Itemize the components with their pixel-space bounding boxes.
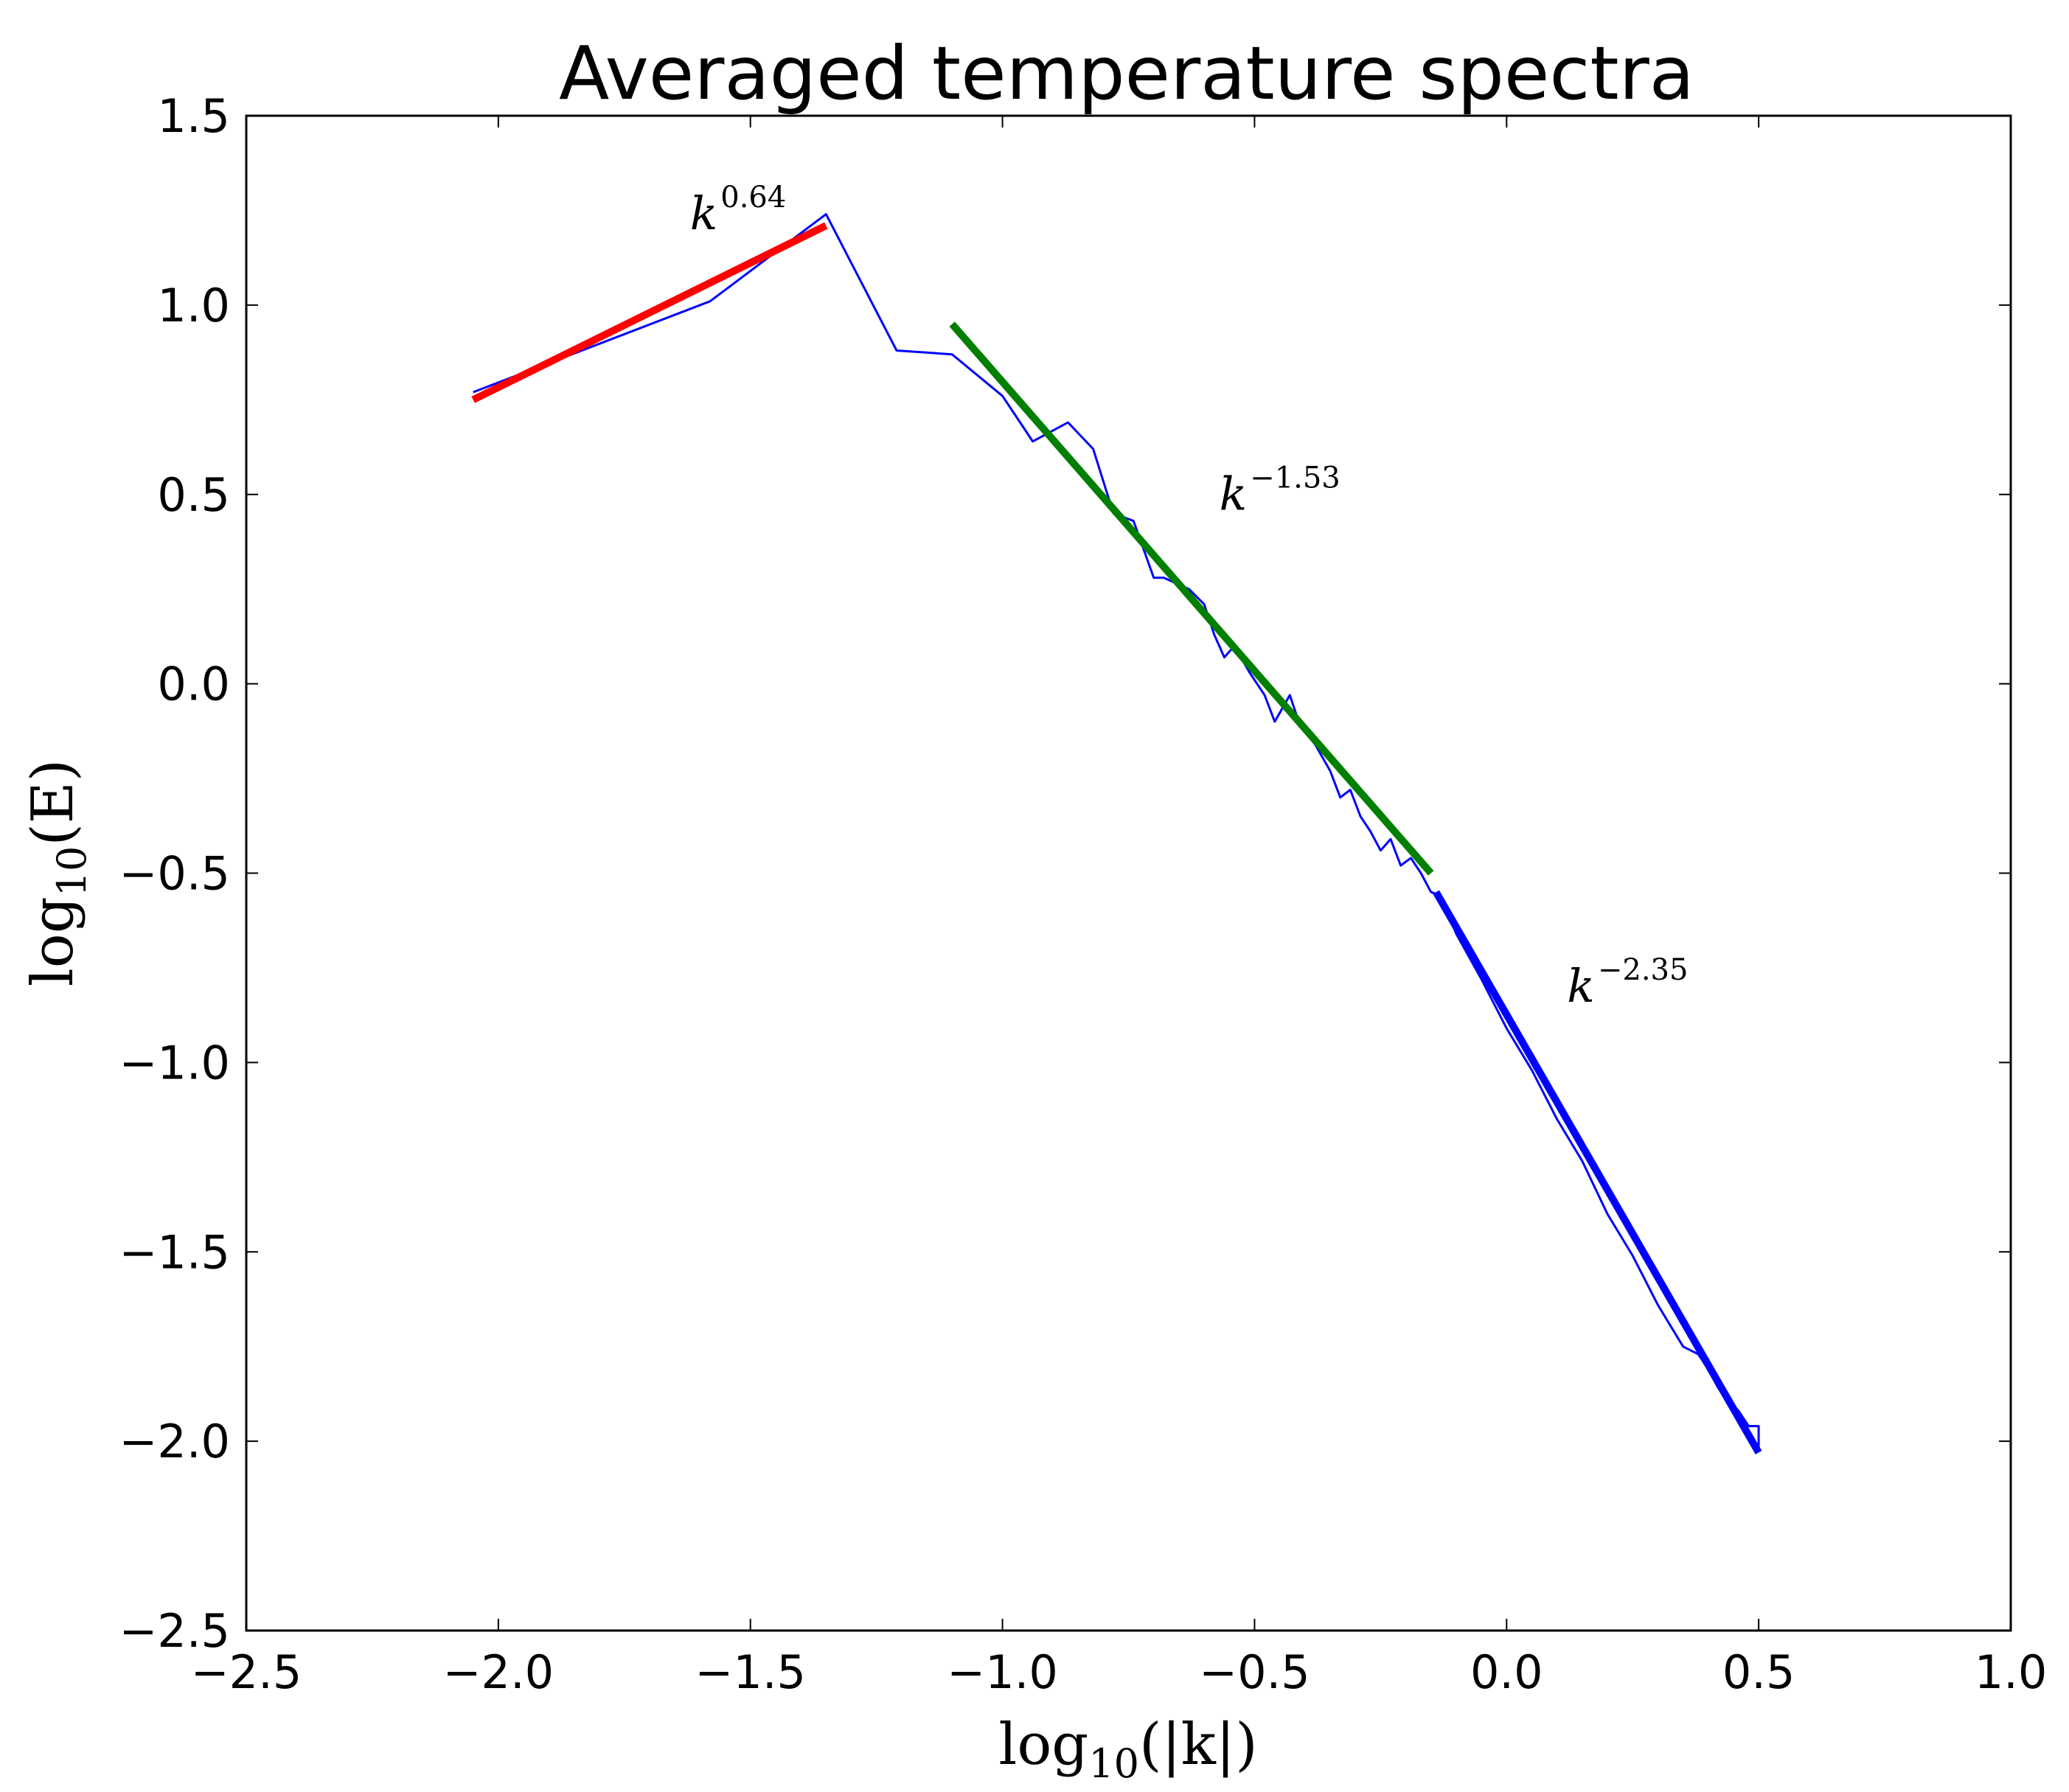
x-tick-label: 0.5: [1722, 1645, 1795, 1699]
series-layer: spectrumfit k^0.64fit k^-1.53fit k^-2.35: [471, 213, 1762, 1454]
y-tick-label: 1.0: [157, 279, 230, 332]
annotation-base: k: [690, 186, 718, 240]
series-line-1: fit k^0.64: [471, 222, 828, 403]
x-axis-label-subscript: 10: [1088, 1740, 1139, 1787]
y-tick-label: 1.5: [157, 89, 230, 143]
annotation-exponent: 0.64: [720, 181, 786, 215]
x-tick-label: −2.5: [191, 1645, 302, 1699]
y-axis-label: log10(E): [20, 759, 95, 986]
y-tick-label: −2.0: [119, 1415, 230, 1468]
x-axis-label-suffix: (|k|): [1139, 1712, 1258, 1778]
y-tick-label: −0.5: [119, 847, 230, 901]
x-axis-label: log10(|k|): [998, 1712, 1257, 1787]
x-tick-label: −1.5: [695, 1645, 806, 1699]
y-tick-label: 0.5: [157, 468, 230, 522]
y-tick-label: −2.5: [119, 1604, 230, 1658]
x-axis-label-prefix: log: [998, 1712, 1088, 1778]
plot-frame: [245, 114, 2012, 1632]
x-tick-label: −1.0: [947, 1645, 1058, 1699]
annotation-base: k: [1220, 467, 1248, 520]
y-axis-label-subscript: 10: [49, 846, 95, 897]
y-axis-label-suffix: (E): [20, 759, 86, 846]
annotation-2: k −2.35: [1567, 953, 1688, 1013]
x-tick-label: 1.0: [1975, 1645, 2048, 1699]
series-line-2: fit k^-1.53: [949, 321, 1434, 876]
series-line-3: fit k^-2.35: [1433, 890, 1762, 1454]
annotation-exponent: −2.35: [1598, 953, 1689, 987]
annotation-0: k 0.64: [690, 181, 787, 240]
y-tick-label: −1.5: [119, 1225, 230, 1279]
x-tick-label: −2.0: [443, 1645, 554, 1699]
y-axis-label-prefix: log: [20, 896, 86, 986]
annotation-layer: k 0.64k −1.53k −2.35: [690, 181, 1689, 1013]
tick-layer: −2.5 −2.0 −1.5 −1.0 −0.5 0.0 0.5 1.0 1.5 1.0 0.5 0.…: [119, 89, 2047, 1699]
y-tick-label: −1.0: [119, 1036, 230, 1090]
annotation-1: k −1.53: [1220, 461, 1340, 520]
annotation-exponent: −1.53: [1250, 461, 1340, 495]
x-tick-label: 0.0: [1470, 1645, 1543, 1699]
annotation-base: k: [1567, 959, 1595, 1013]
x-tick-label: −0.5: [1199, 1645, 1310, 1699]
chart-title: Averaged temperature spectra: [559, 30, 1694, 116]
y-tick-label: 0.0: [157, 658, 230, 711]
